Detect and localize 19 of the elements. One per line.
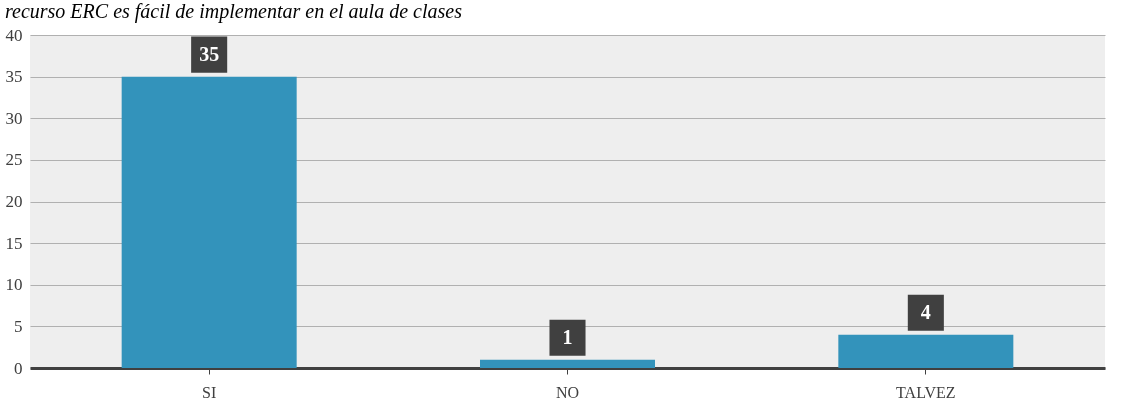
chart-title: recurso ERC es fácil de implementar en el aula de clases	[5, 0, 463, 23]
x-tick-label: NO	[555, 383, 580, 401]
bar	[480, 359, 655, 368]
y-tick-label: 15	[5, 233, 23, 253]
y-tick-label: 35	[5, 67, 23, 87]
bar	[838, 334, 1014, 368]
y-tick-label: 20	[5, 192, 23, 211]
y-tick-label: 25	[5, 150, 23, 170]
bar	[121, 76, 297, 368]
x-tick-label: SI	[202, 383, 217, 401]
data-label: 4	[920, 300, 931, 323]
y-tick-label: 30	[5, 108, 23, 128]
data-label: 35	[199, 42, 220, 65]
y-tick-label: 10	[5, 275, 23, 295]
x-tick-label: TALVEZ	[896, 383, 956, 401]
data-label: 1	[562, 325, 573, 348]
y-tick-label: 0	[14, 358, 23, 378]
y-tick-label: 5	[14, 316, 23, 336]
y-tick-label: 40	[5, 25, 23, 45]
